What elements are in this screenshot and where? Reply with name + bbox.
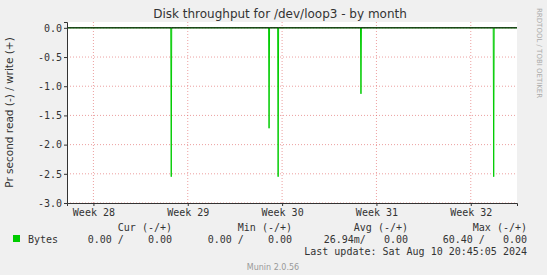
y-tick-label: -3.0 <box>38 198 62 209</box>
stats-value: 0.00 / 0.00 <box>208 234 292 245</box>
x-tick-mark <box>93 203 94 206</box>
grid-line-y <box>67 57 517 58</box>
chart: 0.0-0.5-1.0-1.5-2.0-2.5-3.0Week 28Week 2… <box>0 0 547 275</box>
y-tick-mark <box>64 174 67 175</box>
y-tick: -2.0 <box>38 139 67 150</box>
legend-label: Bytes <box>28 234 58 245</box>
grid-line-y <box>67 115 517 116</box>
x-axis-line <box>68 204 518 207</box>
zero-line <box>67 27 517 28</box>
x-tick: Week 29 <box>167 203 209 218</box>
y-tick: -0.5 <box>38 52 67 63</box>
grid-line-x <box>470 22 471 203</box>
data-line <box>67 28 517 177</box>
grid-line-x <box>282 22 283 203</box>
x-tick-label: Week 30 <box>262 207 304 218</box>
y-tick-mark <box>64 57 67 58</box>
y-tick-mark <box>64 28 67 29</box>
last-update: Last update: Sat Aug 10 20:45:05 2024 <box>304 246 527 257</box>
y-tick: -3.0 <box>38 198 67 209</box>
background <box>0 0 547 275</box>
grid-line-x <box>187 22 188 203</box>
watermark: RRDTOOL / TOBI OETIKER <box>535 8 543 98</box>
stats-header: Min (-/+) <box>238 222 292 233</box>
x-tick-mark <box>471 203 472 206</box>
y-tick-label: 0.0 <box>44 23 62 34</box>
grid-line-y <box>67 86 517 87</box>
x-tick-label: Week 29 <box>167 207 209 218</box>
x-tick-label: Week 28 <box>73 207 115 218</box>
y-tick-label: -1.0 <box>38 81 62 92</box>
x-tick: Week 32 <box>450 203 492 218</box>
y-axis-title: Pr second read (-) / write (+) <box>3 37 15 188</box>
grid <box>67 22 517 203</box>
y-tick-label: -1.5 <box>38 110 62 121</box>
y-tick: -1.0 <box>38 81 67 92</box>
credit: Munin 2.0.56 <box>247 263 299 272</box>
x-axis: Week 28 Week 29 Week 30 Week 31 Week 32 <box>68 203 518 218</box>
grid-line-y <box>67 173 517 174</box>
y-axis: 0.0 -0.5 -1.0 -1.5 -2.0 -2.5 -3.0 <box>38 23 68 209</box>
x-tick-mark <box>188 203 189 206</box>
y-tick-mark <box>64 115 67 116</box>
y-tick-mark <box>64 203 67 204</box>
plot-area <box>67 22 517 203</box>
stats-header: Max (-/+) <box>473 222 527 233</box>
stats-value: 60.40 / 0.00 <box>443 234 527 245</box>
x-tick: Week 30 <box>262 203 304 218</box>
y-tick-label: -2.0 <box>38 139 62 150</box>
y-axis-line <box>64 23 68 204</box>
y-tick: -2.5 <box>38 169 67 180</box>
grid-line-y <box>67 27 517 28</box>
data <box>67 28 517 177</box>
x-tick-mark <box>282 203 283 206</box>
title: Disk throughput for /dev/loop3 - by mont… <box>153 7 407 21</box>
y-tick: 0.0 <box>44 23 67 34</box>
legend-swatch <box>13 235 20 242</box>
y-tick: -1.5 <box>38 110 67 121</box>
stats-header: Avg (-/+) <box>354 222 408 233</box>
stats-value: 26.94m/ 0.00 <box>324 234 408 245</box>
y-tick-label: -0.5 <box>38 52 62 63</box>
x-tick-label: Week 31 <box>356 207 398 218</box>
x-tick: Week 28 <box>73 203 115 218</box>
x-tick: Week 31 <box>356 203 398 218</box>
x-tick-mark <box>376 203 377 206</box>
stats-value: 0.00 / 0.00 <box>88 234 172 245</box>
y-tick-mark <box>64 86 67 87</box>
x-tick-label: Week 32 <box>450 207 492 218</box>
grid-line-x <box>93 22 94 203</box>
grid-line-y <box>67 144 517 145</box>
y-tick-mark <box>64 145 67 146</box>
y-tick-label: -2.5 <box>38 169 62 180</box>
stats-header: Cur (-/+) <box>118 222 172 233</box>
grid-line-x <box>376 22 377 203</box>
